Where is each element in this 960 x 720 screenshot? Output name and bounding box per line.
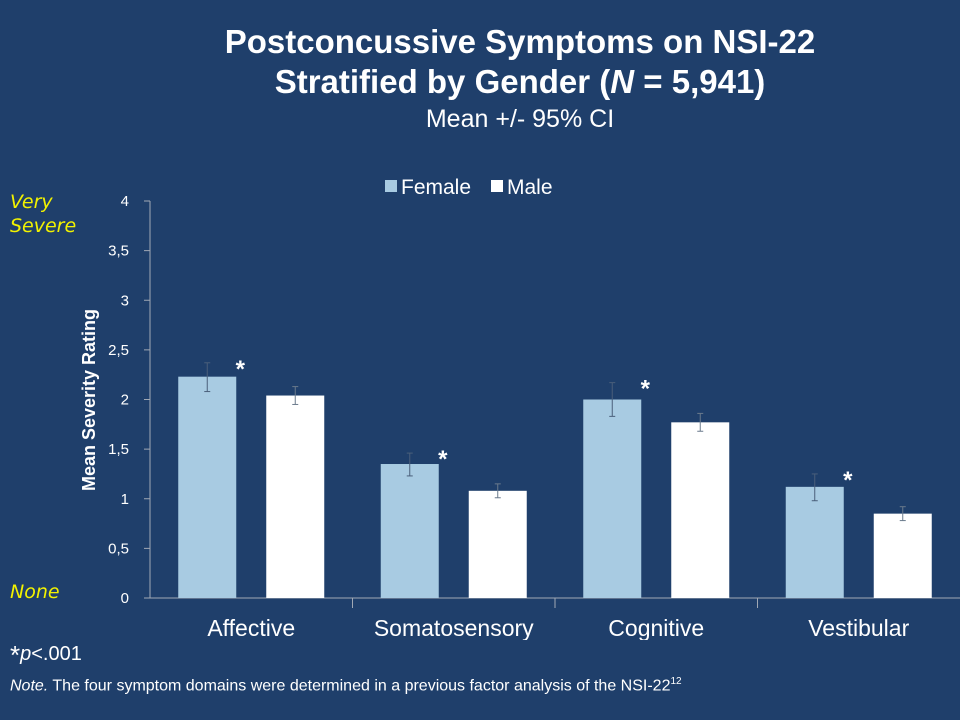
note-reference: 12	[670, 676, 682, 687]
footnote-threshold: <.001	[31, 643, 82, 665]
x-axis-labels: Affective Somatosensory Cognitive Vestibula…	[207, 615, 909, 640]
significance-star: *	[236, 356, 246, 383]
significance-star: *	[843, 467, 853, 494]
note-text: The four symptom domains were determined…	[48, 677, 671, 695]
x-label-somatosensory: Somatosensory	[374, 615, 534, 640]
chart-title: Postconcussive Symptoms on NSI-22 Strati…	[130, 22, 910, 134]
legend-swatch-male	[491, 180, 503, 192]
y-tick-label: 3,5	[108, 243, 129, 260]
title-line-2-pre: Stratified by Gender (	[274, 63, 611, 100]
legend-swatch-female	[385, 180, 397, 192]
legend-label-female: Female	[401, 176, 471, 199]
title-line-2: Stratified by Gender (N = 5,941)	[130, 62, 910, 102]
none-label: None	[10, 581, 60, 603]
x-label-vestibular: Vestibular	[808, 615, 909, 640]
x-label-cognitive: Cognitive	[608, 615, 704, 640]
note-lead: Note.	[10, 677, 49, 695]
bar-male-somatosensory	[468, 490, 527, 598]
y-tick-label: 3	[121, 292, 129, 309]
y-tick-label: 0	[121, 590, 129, 607]
y-tick-label: 4	[121, 193, 129, 210]
bar-female-vestibular	[785, 486, 844, 598]
chart-bars	[178, 376, 932, 598]
significance-star: *	[438, 446, 448, 473]
chart-error-bars	[204, 362, 906, 522]
y-tick-label: 1	[121, 491, 129, 508]
significance-footnote: *p<.001	[10, 640, 82, 671]
bar-male-vestibular	[873, 513, 932, 598]
bar-female-affective	[178, 376, 237, 598]
y-tick-label: 2	[121, 392, 129, 409]
very-severe-label: Very Severe	[10, 190, 76, 238]
bar-male-cognitive	[671, 422, 730, 598]
y-tick-label: 2,5	[108, 342, 129, 359]
title-line-1: Postconcussive Symptoms on NSI-22	[224, 23, 816, 60]
legend-label-male: Male	[507, 176, 553, 199]
title-line-2-post: = 5,941)	[634, 63, 766, 100]
very-label: Very	[10, 191, 53, 213]
bar-female-cognitive	[583, 399, 642, 598]
significance-star: *	[641, 376, 651, 403]
bar-male-affective	[266, 395, 325, 598]
severe-label: Severe	[10, 215, 77, 237]
y-tick-label: 1,5	[108, 441, 129, 458]
note-footnote: Note. The four symptom domains were dete…	[10, 676, 682, 695]
significance-markers: * * * *	[236, 356, 854, 494]
bar-female-somatosensory	[380, 464, 439, 598]
x-label-affective: Affective	[207, 615, 295, 640]
footnote-star: *	[10, 640, 21, 670]
title-n-symbol: N	[610, 63, 635, 100]
y-tick-label: 0,5	[108, 540, 129, 557]
chart-legend: Female Male	[385, 176, 553, 199]
bar-chart: Female Male 0 0,5 1 1,5 2 2,5 3 3,5 4 * * * * Affect…	[79, 176, 960, 640]
y-axis-label: Mean Severity Rating	[79, 309, 99, 491]
footnote-p: p	[20, 643, 32, 665]
chart-subtitle: Mean +/- 95% CI	[425, 105, 615, 133]
